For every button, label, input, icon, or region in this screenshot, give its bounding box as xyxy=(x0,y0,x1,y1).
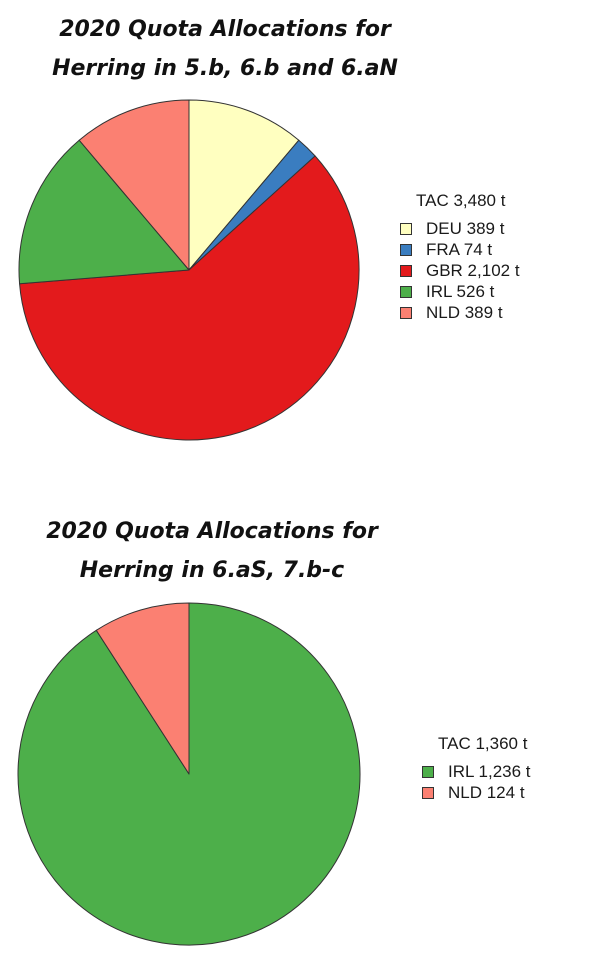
legend-swatch-irl xyxy=(400,285,412,298)
pie-slices xyxy=(18,99,360,441)
legend-item-irl: IRL 1,236 t xyxy=(422,761,531,782)
legend-swatch-nld xyxy=(400,306,412,319)
legend-title: TAC 3,480 t xyxy=(416,191,506,210)
chart-title: 2020 Quota Allocations for Herring in 6.… xyxy=(12,512,412,590)
legend-label-fra: FRA 74 t xyxy=(426,239,493,259)
legend-title: TAC 1,360 t xyxy=(438,734,528,753)
chart-title: 2020 Quota Allocations for Herring in 5.… xyxy=(25,10,425,88)
legend-swatch-deu xyxy=(400,222,412,235)
pie-chart xyxy=(17,602,361,946)
pie-chart xyxy=(18,99,360,441)
legend-item-nld: NLD 124 t xyxy=(422,782,531,803)
legend-label-nld: NLD 389 t xyxy=(426,302,503,322)
legend-swatch-irl xyxy=(422,765,434,778)
legend-label-deu: DEU 389 t xyxy=(426,218,505,238)
pie-slices xyxy=(17,602,361,946)
legend-item-deu: DEU 389 t xyxy=(400,218,520,239)
chart-2: 2020 Quota Allocations for Herring in 6.… xyxy=(0,480,600,960)
legend: TAC 1,360 t IRL 1,236 t NLD 124 t xyxy=(422,733,531,803)
chart-title-line-2: Herring in 5.b, 6.b and 6.aN xyxy=(52,56,398,81)
legend-item-fra: FRA 74 t xyxy=(400,239,520,260)
legend-item-nld: NLD 389 t xyxy=(400,302,520,323)
legend-label-irl: IRL 526 t xyxy=(426,281,495,301)
legend-label-gbr: GBR 2,102 t xyxy=(426,260,520,280)
legend-item-gbr: GBR 2,102 t xyxy=(400,260,520,281)
chart-title-line-1: 2020 Quota Allocations for xyxy=(59,17,391,42)
pie-slice-gbr xyxy=(19,155,360,441)
legend-label-nld: NLD 124 t xyxy=(448,782,525,802)
pie-slice-deu xyxy=(188,99,300,271)
legend-items: IRL 1,236 t NLD 124 t xyxy=(422,761,531,803)
chart-1: 2020 Quota Allocations for Herring in 5.… xyxy=(18,10,520,441)
pie-slice-nld xyxy=(78,99,190,271)
legend-swatch-nld xyxy=(422,786,434,799)
legend-item-irl: IRL 526 t xyxy=(400,281,520,302)
legend-swatch-fra xyxy=(400,243,412,256)
legend-items: DEU 389 t FRA 74 t GBR 2,102 t IRL 526 t… xyxy=(400,218,520,323)
legend-label-irl: IRL 1,236 t xyxy=(448,761,531,781)
chart-title-line-2: Herring in 6.aS, 7.b-c xyxy=(79,558,345,583)
chart-title-line-1: 2020 Quota Allocations for xyxy=(46,519,378,544)
legend: TAC 3,480 t DEU 389 t FRA 74 t GBR 2,102… xyxy=(400,190,520,323)
legend-swatch-gbr xyxy=(400,264,412,277)
pie-slice-nld xyxy=(95,602,190,775)
pie-slice-irl xyxy=(18,139,190,285)
